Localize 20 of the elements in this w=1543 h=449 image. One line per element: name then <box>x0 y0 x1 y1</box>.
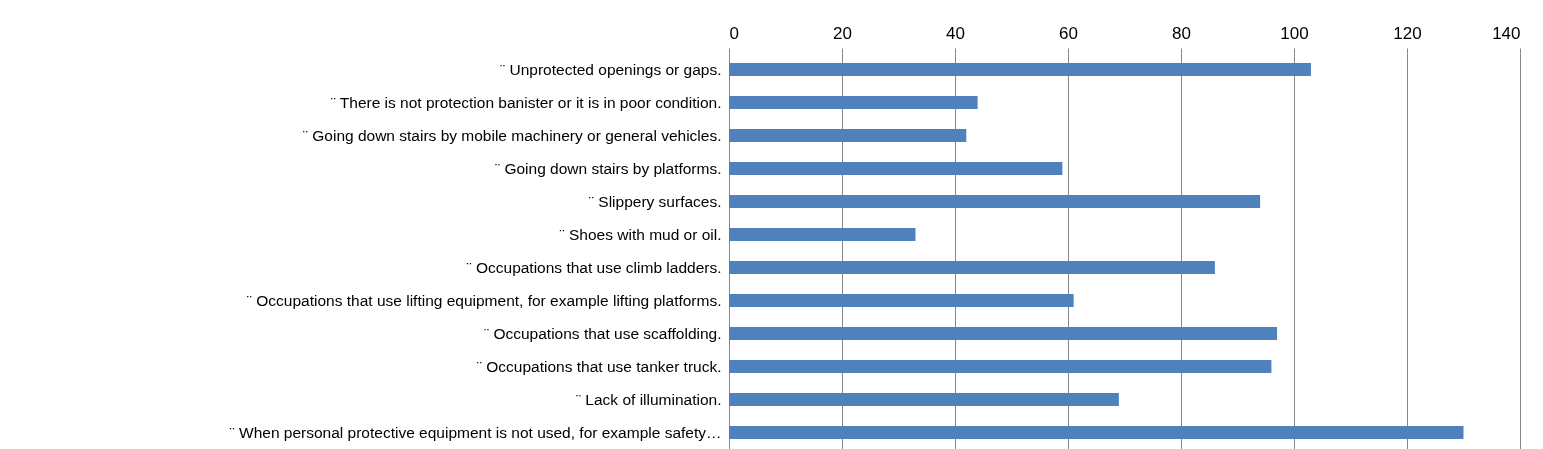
x-tick-label: 100 <box>1280 23 1309 43</box>
y-tick-label: ¨ Unprotected openings or gaps. <box>500 60 722 78</box>
y-tick-label: ¨ Occupations that use tanker truck. <box>476 357 722 375</box>
y-tick-label: ¨ When personal protective equipment is not used, for example safety… <box>229 423 722 441</box>
y-tick-label: ¨ Lack of illumination. <box>575 390 722 408</box>
y-tick-label: ¨ Occupations that use climb ladders. <box>466 258 722 276</box>
x-tick-label: 20 <box>833 23 852 43</box>
y-tick-label: ¨ Shoes with mud or oil. <box>559 225 722 243</box>
x-tick-label: 60 <box>1059 23 1078 43</box>
y-tick-label: ¨ Going down stairs by platforms. <box>494 159 722 177</box>
x-tick-label: 140 <box>1492 23 1521 43</box>
x-tick-label: 0 <box>729 23 739 43</box>
y-tick-label: ¨ Occupations that use scaffolding. <box>483 324 722 342</box>
y-tick-label: ¨ Going down stairs by mobile machinery or general vehicles. <box>302 126 722 144</box>
x-tick-label: 80 <box>1172 23 1191 43</box>
y-tick-label: ¨ Occupations that use lifting equipment, for example lifting platforms. <box>246 291 722 309</box>
y-tick-label: ¨ There is not protection banister or it is in poor condition. <box>330 93 722 111</box>
y-tick-label: ¨ Slippery surfaces. <box>588 192 722 210</box>
x-tick-label: 40 <box>946 23 965 43</box>
x-tick-label: 120 <box>1393 23 1422 43</box>
